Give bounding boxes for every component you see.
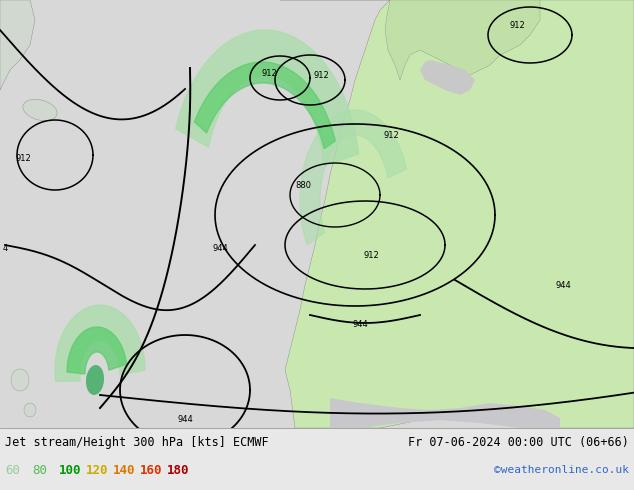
Text: 60: 60 xyxy=(5,464,20,476)
Bar xyxy=(0,428,634,490)
Ellipse shape xyxy=(11,369,29,391)
Text: 944: 944 xyxy=(352,320,368,329)
Text: 120: 120 xyxy=(86,464,108,476)
Text: 912: 912 xyxy=(383,130,399,140)
Ellipse shape xyxy=(23,99,57,121)
Polygon shape xyxy=(300,110,406,245)
Polygon shape xyxy=(385,0,540,80)
Text: 912: 912 xyxy=(510,21,526,29)
Polygon shape xyxy=(280,0,634,428)
Text: 912: 912 xyxy=(363,250,378,260)
Text: 80: 80 xyxy=(32,464,47,476)
Text: Fr 07-06-2024 00:00 UTC (06+66): Fr 07-06-2024 00:00 UTC (06+66) xyxy=(408,436,629,448)
Polygon shape xyxy=(420,60,475,95)
Ellipse shape xyxy=(86,365,104,395)
Polygon shape xyxy=(67,327,127,374)
Text: 912: 912 xyxy=(261,69,277,77)
Text: 880: 880 xyxy=(295,180,311,190)
Text: Jet stream/Height 300 hPa [kts] ECMWF: Jet stream/Height 300 hPa [kts] ECMWF xyxy=(5,436,269,448)
Polygon shape xyxy=(176,30,359,166)
Text: 944: 944 xyxy=(555,280,571,290)
Bar xyxy=(0,0,634,428)
Text: 912: 912 xyxy=(313,71,329,79)
Text: 4: 4 xyxy=(3,244,8,252)
Text: 180: 180 xyxy=(167,464,190,476)
Text: 140: 140 xyxy=(113,464,136,476)
Text: ©weatheronline.co.uk: ©weatheronline.co.uk xyxy=(494,465,629,475)
Text: 944: 944 xyxy=(177,415,193,424)
Polygon shape xyxy=(330,398,560,428)
Text: 100: 100 xyxy=(59,464,82,476)
Text: 160: 160 xyxy=(140,464,162,476)
Text: 912: 912 xyxy=(15,153,31,163)
Polygon shape xyxy=(55,305,145,381)
Polygon shape xyxy=(0,0,35,90)
Text: 944: 944 xyxy=(212,244,228,252)
Polygon shape xyxy=(195,62,335,149)
Ellipse shape xyxy=(24,403,36,417)
